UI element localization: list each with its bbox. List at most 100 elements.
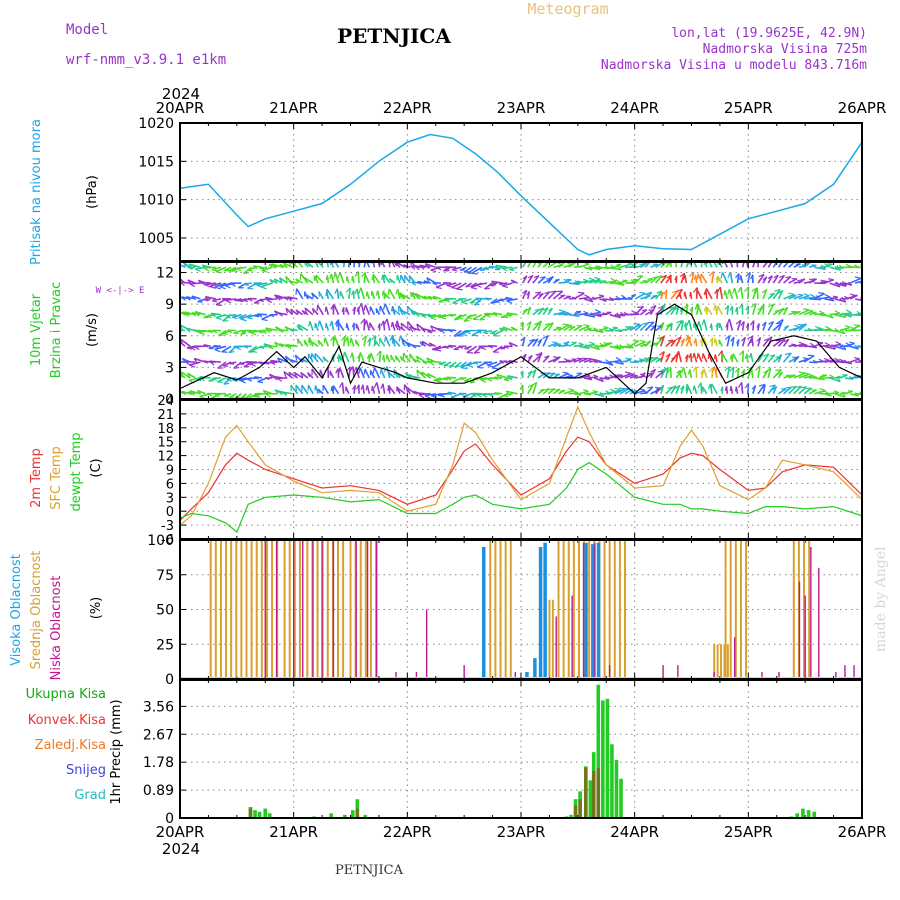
- precip-unit-label: 1hr Precip (mm): [109, 699, 124, 804]
- wind-arrow-head: [259, 346, 265, 350]
- wind-arrow: [380, 368, 386, 379]
- wind-arrow: [814, 389, 826, 395]
- wind-arrow: [665, 367, 669, 379]
- wind-arrow-head: [702, 368, 705, 375]
- wind-arrow-head: [769, 354, 775, 358]
- wind-arrow-head: [473, 361, 479, 365]
- wind-arrow-head: [790, 385, 797, 388]
- wind-arrow: [427, 372, 437, 379]
- wind-arrow-head: [432, 295, 438, 301]
- cloud-bars: [180, 540, 862, 679]
- wind-arrow: [240, 313, 252, 320]
- wind-arrow-head: [360, 318, 366, 325]
- wind-arrow-head: [395, 324, 399, 331]
- wind-arrow-head: [238, 300, 244, 303]
- wind-arrow: [793, 372, 806, 379]
- high-cloud-bar: [591, 544, 595, 677]
- wind-arrow-head: [422, 361, 428, 365]
- y-tick-label: 25: [156, 637, 174, 653]
- wind-arrow-head: [562, 371, 569, 374]
- wind-arrow-head: [403, 275, 406, 281]
- wind-arrow-head: [215, 304, 223, 306]
- date-tick-label-top: 21APR: [269, 99, 318, 117]
- date-tick-label-top: 26APR: [838, 99, 887, 117]
- wind-arrow-head: [605, 359, 611, 364]
- wind-arrow-head: [501, 267, 508, 272]
- wind-arrow-head: [380, 383, 384, 390]
- wind-arrow-head: [679, 320, 684, 326]
- wind-arrow-head: [510, 279, 515, 284]
- wind-arrow: [697, 321, 703, 331]
- wind-arrow-head: [499, 299, 505, 302]
- wind-arrow: [803, 387, 813, 395]
- wind-arrow-head: [251, 350, 258, 353]
- wind-arrow: [728, 318, 734, 331]
- wind-arrow: [189, 361, 201, 366]
- wind-arrow: [314, 385, 319, 394]
- y-tick-label: 15: [157, 436, 174, 451]
- wind-arrow-head: [531, 381, 537, 387]
- wind-arrow-head: [187, 391, 193, 396]
- wind-arrow: [342, 262, 346, 268]
- wind-arrow: [677, 351, 683, 363]
- wind-arrow: [343, 351, 350, 363]
- wind-arrow-head: [180, 339, 184, 346]
- wind-arrow: [368, 337, 372, 347]
- wind-arrow: [614, 282, 625, 286]
- wind-arrow-head: [712, 304, 716, 311]
- wind-arrow: [711, 367, 714, 379]
- wind-arrow: [451, 266, 462, 271]
- wind-arrow-head: [560, 389, 565, 392]
- wind-arrow: [387, 384, 396, 395]
- wind-arrow-head: [416, 369, 419, 377]
- wind-arrow-head: [779, 338, 786, 342]
- wind-arrow-head: [209, 285, 216, 289]
- wind-arrow-head: [338, 368, 341, 374]
- wind-arrow-head: [301, 310, 306, 315]
- wind-arrow: [568, 313, 580, 318]
- wind-arrow: [315, 274, 324, 284]
- wind-arrow-head: [323, 337, 326, 344]
- wind-arrow: [777, 274, 786, 284]
- wind-arrow-head: [483, 332, 489, 335]
- wind-arrow-head: [729, 386, 732, 392]
- conv-precip-bar: [573, 805, 578, 818]
- wind-arrow-head: [778, 371, 783, 376]
- wind-arrow: [362, 384, 365, 394]
- wind-arrow: [287, 296, 298, 300]
- wind-arrow-head: [594, 309, 602, 313]
- wind-arrow: [378, 350, 382, 363]
- wind-arrow-head: [756, 323, 760, 328]
- wind-arrow-head: [351, 290, 355, 296]
- wind-arrow-head: [659, 384, 664, 390]
- wind-arrow-head: [191, 312, 197, 317]
- wind-arrow: [609, 389, 621, 395]
- wind-arrow-head: [522, 275, 528, 280]
- pressure-line: [180, 133, 862, 256]
- wind-arrow-head: [614, 387, 621, 391]
- wind-arrow: [384, 336, 391, 347]
- wind-arrow-head: [461, 333, 468, 337]
- wind-arrow-head: [259, 267, 265, 270]
- wind-arrow-head: [687, 369, 691, 375]
- wind-arrow-head: [410, 265, 416, 270]
- conv-precip-bar: [578, 799, 582, 818]
- wind-arrow-head: [503, 345, 509, 349]
- wind-arrow-head: [603, 326, 609, 329]
- wind-arrow: [359, 352, 365, 363]
- wind-arrow: [782, 262, 790, 268]
- wind-arrow-head: [676, 319, 683, 324]
- wind-arrow: [752, 303, 757, 315]
- wind-arrow: [583, 266, 593, 271]
- wind-arrow-head: [588, 277, 595, 281]
- wind-arrow: [301, 384, 309, 395]
- wind-arrow-head: [397, 387, 401, 394]
- wind-arrow: [256, 282, 268, 286]
- wind-arrow-head: [308, 321, 311, 327]
- wind-arrow: [578, 325, 590, 332]
- wind-arrow: [696, 289, 703, 300]
- wind-arrow-head: [247, 317, 253, 320]
- wind-arrow: [334, 272, 340, 284]
- temp-unit-label: (C): [89, 458, 104, 477]
